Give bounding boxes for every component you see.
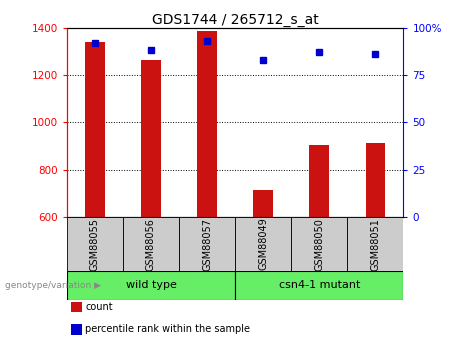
- Text: csn4-1 mutant: csn4-1 mutant: [278, 280, 360, 290]
- Text: GSM88049: GSM88049: [258, 218, 268, 270]
- Bar: [179, 217, 235, 271]
- Text: genotype/variation ▶: genotype/variation ▶: [5, 281, 100, 290]
- Bar: [254, 190, 273, 217]
- Text: wild type: wild type: [125, 280, 177, 290]
- Title: GDS1744 / 265712_s_at: GDS1744 / 265712_s_at: [152, 12, 319, 27]
- Bar: [235, 271, 403, 300]
- Bar: [67, 271, 235, 300]
- Bar: [123, 217, 179, 271]
- Text: percentile rank within the sample: percentile rank within the sample: [85, 325, 250, 334]
- Bar: [309, 145, 329, 217]
- Text: GSM88050: GSM88050: [314, 218, 324, 270]
- Text: GSM88055: GSM88055: [90, 218, 100, 270]
- Bar: [197, 31, 217, 217]
- Bar: [291, 217, 347, 271]
- Bar: [235, 217, 291, 271]
- Text: GSM88056: GSM88056: [146, 218, 156, 270]
- Bar: [347, 217, 403, 271]
- Bar: [85, 42, 105, 217]
- Text: count: count: [85, 302, 113, 312]
- Bar: [366, 142, 385, 217]
- Text: GSM88057: GSM88057: [202, 218, 212, 270]
- Bar: [141, 60, 161, 217]
- Text: GSM88051: GSM88051: [370, 218, 380, 270]
- Bar: [67, 217, 123, 271]
